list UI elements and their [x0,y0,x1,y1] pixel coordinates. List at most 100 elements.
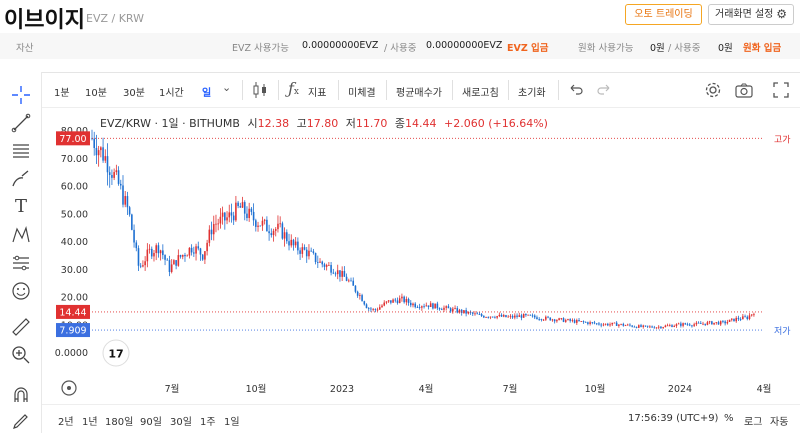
range-2y[interactable]: 2년 [58,417,74,428]
candle-body [465,310,467,314]
evz-deposit-link[interactable]: EVZ 입금 [507,43,549,54]
range-1d[interactable]: 1일 [224,417,240,428]
range-90d[interactable]: 90일 [140,417,162,428]
candle-body [483,316,485,318]
toolbar-divider [338,80,339,100]
candle-body [456,308,459,313]
candle-body [646,325,649,327]
refresh-button[interactable]: 새로고침 [462,88,499,99]
magnet-icon[interactable] [10,384,32,406]
fib-lines-icon[interactable] [10,140,32,162]
trend-line-icon[interactable] [10,112,32,134]
candle-body [195,246,197,254]
indicator-button[interactable]: 지표 [308,88,327,99]
candle-body [708,321,711,323]
interval-1h[interactable]: 1시간 [159,88,184,99]
candle-body [343,271,346,277]
candle-body [675,324,678,326]
candle-body [239,206,242,208]
candle-body [518,315,521,317]
candle-body [505,315,507,318]
camera-icon[interactable] [734,80,754,104]
screen-settings-button[interactable]: 거래화면 설정 ⚙ [708,4,794,25]
candle-body [228,212,231,218]
ruler-icon[interactable] [10,316,32,338]
chevron-down-icon[interactable]: ⌄ [222,81,232,94]
candle-body [294,241,297,246]
candle-body [633,326,636,328]
candle-body [173,260,175,265]
range-180d[interactable]: 180일 [105,417,134,428]
price-tag-label-low: 7.909 [59,326,86,337]
fullscreen-icon[interactable] [772,80,790,104]
candle-body [502,315,505,317]
indicator-fx-icon[interactable]: ƒx [288,79,299,98]
pattern-icon[interactable] [10,224,32,246]
candle-body [144,261,146,266]
price-chart[interactable]: 80.0070.0060.0050.0040.0030.0020.0010.00… [42,108,800,404]
asset-bar: 자산 EVZ 사용가능 0.00000000EVZ / 사용중 0.000000… [0,33,800,59]
candle-body [232,215,235,221]
candle-body [509,315,512,317]
range-30d[interactable]: 30일 [170,417,192,428]
candle-body [549,317,552,321]
auto-trading-button[interactable]: 오토 트레이딩 [625,4,702,25]
range-1y[interactable]: 1년 [82,417,98,428]
gear-icon[interactable] [704,80,722,104]
interval-10m[interactable]: 10분 [85,88,107,99]
zoom-in-icon[interactable] [10,344,32,366]
crosshair-icon[interactable] [10,84,32,106]
candle-body [491,316,494,318]
undo-icon[interactable] [568,80,584,104]
candle-body [609,324,611,326]
candle-body [651,326,653,328]
candle-body [536,317,538,320]
candles [91,129,755,330]
krw-deposit-link[interactable]: 원화 입금 [743,43,782,54]
candle-body [266,219,268,232]
candle-body [356,291,359,296]
redo-icon[interactable] [596,80,612,104]
candle-body [553,319,556,322]
forecast-icon[interactable] [10,252,32,274]
candle-body [474,313,476,315]
candle-body [471,312,474,314]
candle-body [618,324,620,326]
candle-body [706,322,709,325]
candle-type-icon[interactable] [252,80,268,104]
candle-body [179,255,182,257]
toolbar-divider [558,80,559,100]
candle-body [507,316,509,318]
candle-body [166,259,169,261]
goto-date-button[interactable] [61,380,77,396]
candle-body [591,322,594,324]
percent-toggle[interactable]: % [724,413,734,424]
candle-body [199,248,202,255]
text-icon[interactable]: T [14,196,27,217]
range-1w[interactable]: 1주 [200,417,216,428]
candle-body [208,229,211,243]
emoji-icon[interactable] [10,280,32,302]
pencil-icon[interactable] [10,410,32,432]
interval-1m[interactable]: 1분 [54,88,70,99]
auto-toggle[interactable]: 자동 [770,417,789,428]
candle-body [237,202,239,207]
avg-price-button[interactable]: 평균매수가 [396,88,442,99]
candle-body [467,311,470,314]
candle-body [418,307,421,308]
candle-body [624,325,627,327]
candle-body [263,219,266,221]
interval-1d[interactable]: 일 [202,88,212,99]
candle-body [695,322,698,325]
not-concluded-button[interactable]: 미체결 [348,88,376,99]
brush-icon[interactable] [10,168,32,190]
y-tick-label: 30.00 [61,265,88,276]
log-toggle[interactable]: 로그 [744,417,763,428]
reset-button[interactable]: 초기화 [518,88,546,99]
candle-body [655,327,658,329]
candle-body [283,232,286,239]
interval-30m[interactable]: 30분 [123,88,145,99]
x-tick-label: 4월 [419,383,434,395]
candle-body [91,138,93,140]
